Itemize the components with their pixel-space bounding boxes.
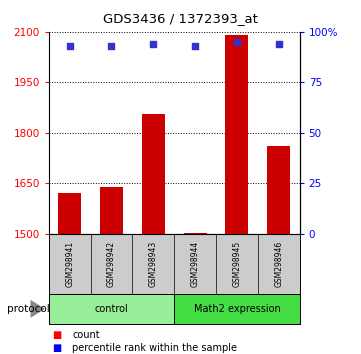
Point (276, 41, 282, 47)
Point (151, 41, 156, 47)
Point (109, 43, 114, 49)
Bar (58, 193, 81, 234)
Point (192, 43, 198, 49)
Text: ■: ■ (52, 343, 62, 353)
Bar (225, 35, 248, 234)
Bar (184, 233, 206, 234)
Text: GSM298945: GSM298945 (232, 241, 242, 287)
Point (234, 39, 240, 45)
Text: ■: ■ (52, 330, 62, 339)
Bar (267, 145, 290, 234)
Text: GSM298942: GSM298942 (107, 241, 116, 287)
Text: GDS3436 / 1372393_at: GDS3436 / 1372393_at (103, 12, 258, 25)
Text: percentile rank within the sample: percentile rank within the sample (72, 343, 237, 353)
Bar (142, 114, 165, 234)
Text: GSM298941: GSM298941 (65, 241, 74, 287)
Text: count: count (72, 330, 100, 339)
Text: Math2 expression: Math2 expression (193, 304, 280, 314)
Bar (174, 294, 300, 324)
Bar (100, 187, 123, 234)
Polygon shape (30, 300, 45, 318)
Bar (49, 294, 174, 324)
Text: control: control (95, 304, 128, 314)
Text: GSM298946: GSM298946 (274, 241, 283, 287)
Text: protocol: protocol (7, 304, 50, 314)
Text: GSM298943: GSM298943 (149, 241, 158, 287)
Point (67, 43, 73, 49)
Text: GSM298944: GSM298944 (191, 241, 200, 287)
